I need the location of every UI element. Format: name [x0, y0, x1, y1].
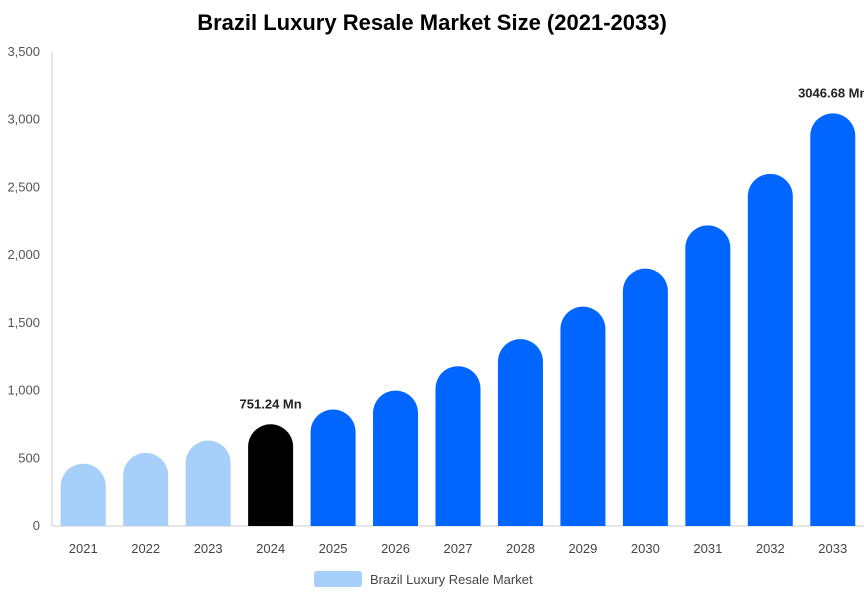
chart-title: Brazil Luxury Resale Market Size (2021-2… — [197, 10, 667, 35]
x-tick-label: 2026 — [381, 541, 410, 556]
legend: Brazil Luxury Resale Market — [314, 571, 533, 587]
y-tick-label: 500 — [18, 450, 40, 465]
bar-2023 — [185, 440, 231, 526]
y-tick-label: 1,000 — [7, 383, 40, 398]
x-tick-label: 2024 — [256, 541, 285, 556]
bar-2029 — [560, 306, 606, 526]
x-tick-label: 2030 — [631, 541, 660, 556]
x-tick-label: 2025 — [319, 541, 348, 556]
legend-label: Brazil Luxury Resale Market — [370, 571, 533, 587]
bar-2024 — [248, 424, 294, 526]
y-tick-label: 1,500 — [7, 315, 40, 330]
x-tick-label: 2032 — [756, 541, 785, 556]
data-label-2024: 751.24 Mn — [240, 396, 302, 411]
y-tick-label: 2,500 — [7, 179, 40, 194]
y-tick-label: 2,000 — [7, 247, 40, 262]
data-label-2033: 3046.68 Mn — [798, 85, 864, 100]
x-tick-label: 2021 — [69, 541, 98, 556]
x-tick-label: 2027 — [444, 541, 473, 556]
y-tick-label: 3,000 — [7, 112, 40, 127]
bar-2028 — [497, 339, 543, 526]
bar-2025 — [310, 409, 356, 526]
bar-2031 — [685, 225, 731, 527]
x-tick-label: 2022 — [131, 541, 160, 556]
bar-2032 — [747, 173, 793, 526]
bar-2022 — [123, 452, 169, 526]
x-tick-label: 2033 — [818, 541, 847, 556]
x-tick-label: 2028 — [506, 541, 535, 556]
y-tick-label: 0 — [33, 518, 40, 533]
bar-2033 — [810, 113, 856, 526]
x-tick-label: 2029 — [568, 541, 597, 556]
bar-2027 — [435, 366, 481, 526]
x-tick-label: 2031 — [693, 541, 722, 556]
bar-2030 — [622, 268, 668, 526]
y-tick-label: 3,500 — [7, 44, 40, 59]
bar-2021 — [60, 463, 106, 526]
x-tick-label: 2023 — [194, 541, 223, 556]
bar-2026 — [373, 390, 419, 526]
legend-swatch — [314, 571, 362, 587]
